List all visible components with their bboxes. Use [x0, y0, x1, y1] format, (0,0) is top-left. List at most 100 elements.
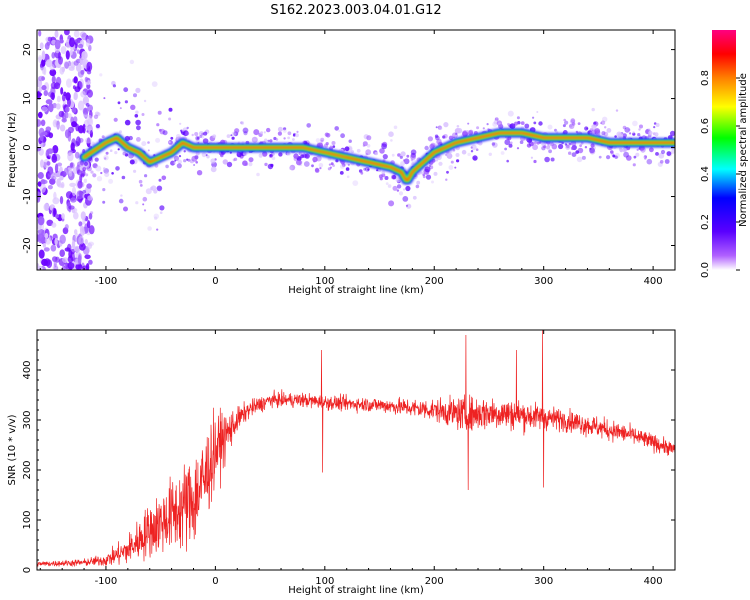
y-tick-label: 0 — [22, 567, 33, 573]
halo-blob — [325, 142, 329, 146]
noise-blob — [41, 85, 47, 91]
noise-blob — [80, 90, 86, 98]
halo-blob — [590, 143, 595, 148]
halo-blob — [396, 189, 400, 192]
halo-blob — [551, 143, 558, 150]
halo-blob — [470, 150, 474, 153]
halo-blob — [348, 139, 352, 143]
halo-blob — [520, 121, 525, 125]
noise-blob — [51, 52, 56, 59]
halo-blob — [156, 228, 159, 231]
noise-blob — [84, 239, 89, 245]
x-tick-label: 0 — [212, 276, 218, 287]
halo-blob — [287, 136, 290, 140]
noise-blob — [37, 91, 40, 98]
halo-blob — [626, 155, 632, 161]
halo-blob — [403, 158, 410, 165]
colorbar-tick-label: 0.0 — [700, 262, 711, 278]
noise-blob — [71, 240, 76, 250]
x-tick-label: 400 — [644, 276, 663, 287]
halo-blob — [159, 211, 163, 214]
noise-blob — [47, 36, 53, 42]
halo-blob — [142, 203, 145, 206]
halo-blob — [133, 169, 137, 173]
noise-blob — [82, 96, 89, 105]
halo-blob — [508, 143, 513, 148]
halo-blob — [89, 211, 94, 215]
halo-blob — [119, 107, 122, 110]
halo-blob — [289, 164, 296, 171]
halo-blob — [487, 128, 490, 131]
halo-blob — [564, 120, 569, 125]
halo-blob — [124, 135, 130, 142]
halo-blob — [122, 151, 127, 156]
halo-blob — [398, 191, 404, 196]
halo-blob — [530, 156, 534, 159]
noise-blob — [49, 63, 55, 71]
noise-blob — [64, 262, 69, 270]
halo-blob — [168, 107, 173, 112]
halo-blob — [158, 178, 162, 182]
halo-blob — [244, 163, 248, 166]
halo-blob — [429, 143, 435, 150]
noise-blob — [64, 30, 70, 36]
halo-blob — [666, 151, 672, 157]
halo-blob — [632, 131, 635, 134]
halo-blob — [147, 226, 152, 231]
halo-blob — [381, 170, 386, 175]
noise-blob — [61, 257, 69, 263]
halo-blob — [467, 130, 473, 136]
x-tick-label: 300 — [534, 276, 553, 287]
noise-blob — [38, 86, 43, 92]
noise-blob — [67, 113, 72, 119]
halo-blob — [456, 127, 463, 134]
halo-blob — [589, 147, 595, 154]
halo-blob — [507, 110, 514, 117]
halo-blob — [455, 153, 460, 157]
halo-blob — [382, 154, 388, 160]
noise-blob — [45, 99, 53, 105]
halo-blob — [576, 156, 583, 163]
halo-blob — [340, 161, 345, 165]
halo-blob — [283, 127, 287, 131]
halo-blob — [293, 153, 299, 159]
halo-blob — [446, 151, 452, 157]
halo-blob — [649, 147, 654, 153]
noise-blob — [81, 32, 88, 41]
halo-blob — [173, 161, 176, 165]
figure-title: S162.2023.003.04.01.G12 — [270, 3, 441, 18]
noise-blob — [59, 39, 64, 44]
halo-blob — [232, 158, 236, 162]
noise-blob — [49, 69, 57, 77]
halo-blob — [410, 158, 414, 162]
halo-blob — [273, 136, 277, 141]
halo-blob — [443, 134, 448, 139]
halo-blob — [143, 209, 147, 212]
noise-blob — [82, 123, 86, 134]
halo-blob — [570, 146, 575, 151]
halo-blob — [83, 161, 89, 166]
halo-blob — [303, 153, 309, 159]
halo-blob — [411, 162, 415, 166]
noise-blob — [38, 30, 42, 37]
noise-blob — [80, 226, 86, 236]
halo-blob — [376, 169, 379, 172]
halo-blob — [530, 141, 535, 146]
halo-blob — [296, 130, 299, 133]
x-tick-label: 200 — [425, 276, 444, 287]
noise-blob — [76, 81, 83, 90]
halo-blob — [601, 131, 606, 136]
halo-blob — [196, 170, 203, 176]
halo-blob — [315, 138, 321, 143]
noise-blob — [71, 121, 78, 128]
halo-blob — [660, 149, 666, 155]
halo-blob — [145, 188, 152, 195]
halo-blob — [102, 200, 106, 204]
halo-blob — [108, 178, 114, 184]
noise-blob — [37, 181, 42, 187]
noise-blob — [47, 185, 53, 190]
noise-blob — [80, 211, 86, 221]
halo-blob — [283, 137, 286, 140]
noise-blob — [78, 235, 85, 245]
